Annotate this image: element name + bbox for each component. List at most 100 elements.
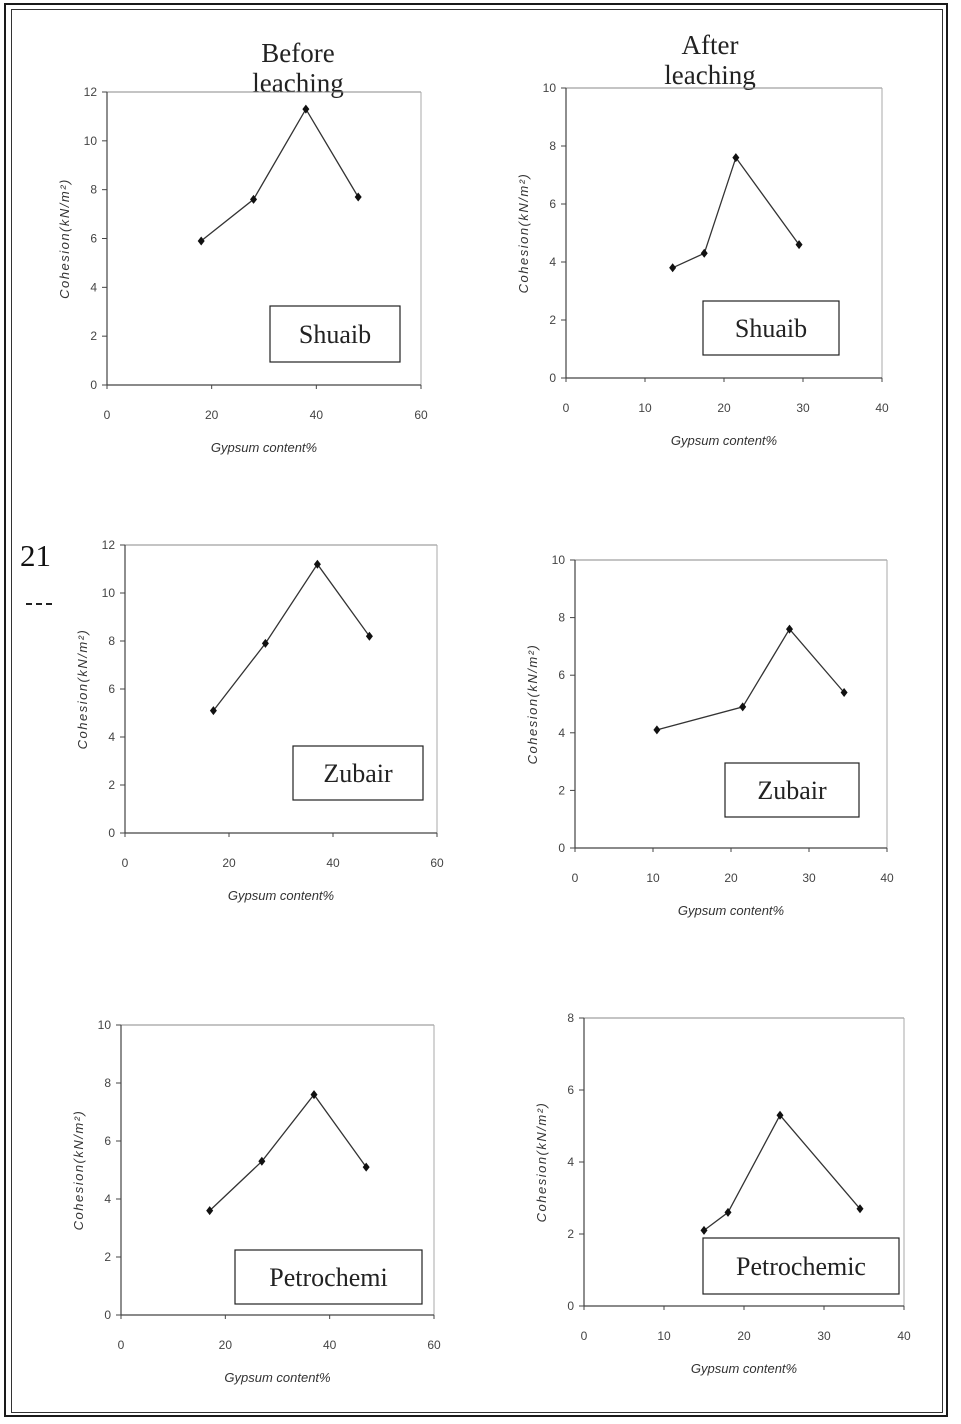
chart-1-y-tick-label: 8	[90, 183, 97, 197]
chart-6-y-tick-label: 6	[567, 1083, 574, 1097]
chart-1-data-point	[250, 194, 258, 204]
chart-2-x-tick-label: 20	[717, 401, 731, 415]
chart-6-site-label-box	[702, 1237, 900, 1295]
chart-1-x-tick-label: 60	[414, 408, 428, 422]
chart-1-y-tick-label: 0	[90, 378, 97, 392]
chart-3-y-tick-label: 12	[102, 538, 116, 552]
chart-5-data-point	[206, 1206, 214, 1216]
chart-5-x-axis-label: Gypsum content%	[224, 1370, 330, 1385]
chart-2-x-tick-label: 0	[563, 401, 570, 415]
chart-5-site-label-box	[234, 1249, 423, 1305]
chart-2-series-line	[672, 156, 800, 269]
chart-2-y-tick-label: 0	[549, 371, 556, 385]
chart-3-x-tick-label: 20	[222, 856, 236, 870]
chart-2-data-point	[795, 240, 803, 250]
chart-1-y-tick-label: 6	[90, 232, 97, 246]
chart-6-y-tick-label: 2	[567, 1227, 574, 1241]
chart-1-site-label-box	[269, 305, 401, 363]
chart-2-y-tick-label: 8	[549, 139, 556, 153]
chart-4-data-point	[653, 725, 661, 735]
chart-2-data-point	[732, 153, 740, 163]
chart-1-y-tick-label: 12	[84, 85, 98, 99]
chart-3-site-label: Zubair	[323, 759, 393, 788]
chart-4-y-tick-label: 8	[558, 611, 565, 625]
chart-1-site-label: Shuaib	[299, 320, 371, 349]
chart-2-y-tick-label: 6	[549, 197, 556, 211]
chart-5-y-axis-label: Cohesion(kN/m²)	[71, 1110, 86, 1231]
page-frame-outer	[4, 3, 948, 1417]
chart-5-data-point	[258, 1156, 266, 1166]
chart-2-x-tick-label: 10	[638, 401, 652, 415]
chart-4-data-point	[840, 687, 848, 697]
chart-6-data-point	[724, 1207, 732, 1217]
chart-4-data-point	[786, 624, 793, 634]
chart-4-site-label-box	[724, 762, 860, 818]
chart-3-x-tick-label: 40	[326, 856, 340, 870]
margin-dash	[26, 603, 52, 605]
chart-3-y-tick-label: 4	[108, 730, 115, 744]
chart-5-y-tick-label: 6	[104, 1134, 111, 1148]
chart-3-x-axis-label: Gypsum content%	[228, 888, 334, 903]
chart-3-y-tick-label: 8	[108, 634, 115, 648]
chart-3-y-axis-label: Cohesion(kN/m²)	[75, 629, 90, 750]
chart-5-x-tick-label: 40	[323, 1338, 337, 1352]
chart-5-site-label: Petrochemi	[269, 1263, 387, 1292]
header-before-leaching: Before leaching	[252, 38, 344, 98]
chart-3-site-label-box	[292, 745, 424, 801]
chart-6-x-axis-label: Gypsum content%	[691, 1361, 797, 1376]
chart-6-x-tick-label: 30	[817, 1329, 831, 1343]
chart-1-x-axis-label: Gypsum content%	[211, 440, 317, 455]
chart-4-y-tick-label: 6	[558, 668, 565, 682]
chart-3-data-point	[261, 638, 269, 648]
chart-4-y-axis-label: Cohesion(kN/m²)	[525, 644, 540, 765]
chart-3-y-tick-label: 2	[108, 778, 115, 792]
chart-4-x-axis-label: Gypsum content%	[678, 903, 784, 918]
chart-2-y-tick-label: 10	[543, 81, 557, 95]
chart-4-x-tick-label: 10	[646, 871, 660, 885]
chart-1-x-tick-label: 20	[205, 408, 219, 422]
chart-5-y-tick-label: 8	[104, 1076, 111, 1090]
margin-page-number: 21	[20, 538, 51, 573]
chart-5-data-point	[310, 1090, 318, 1100]
chart-2-x-tick-label: 30	[796, 401, 810, 415]
chart-4-y-tick-label: 2	[558, 783, 565, 797]
chart-5-y-tick-label: 0	[104, 1308, 111, 1322]
chart-2-x-axis-label: Gypsum content%	[671, 433, 777, 448]
chart-6-data-point	[700, 1225, 708, 1235]
chart-4-site-label: Zubair	[757, 776, 827, 805]
chart-3-data-point	[209, 706, 217, 716]
chart-2-y-tick-label: 4	[549, 255, 556, 269]
chart-2-site-label-box	[702, 300, 840, 356]
chart-3-series-line	[212, 563, 370, 711]
chart-2-y-axis-label: Cohesion(kN/m²)	[516, 173, 531, 294]
chart-4-data-point	[739, 702, 747, 712]
chart-1-data-point	[354, 192, 362, 202]
chart-1-x-tick-label: 40	[310, 408, 324, 422]
chart-4-x-tick-label: 0	[572, 871, 579, 885]
chart-1-y-tick-label: 10	[84, 134, 98, 148]
page-frame-inner	[11, 9, 943, 1413]
chart-5-data-point	[362, 1162, 370, 1172]
chart-1-series-line	[200, 107, 359, 242]
chart-6-data-point	[776, 1110, 784, 1120]
chart-4-series-line	[656, 627, 845, 731]
chart-4-x-tick-label: 20	[724, 871, 738, 885]
chart-1-y-tick-label: 4	[90, 280, 97, 294]
chart-3-data-point	[365, 631, 373, 641]
chart-3-y-tick-label: 0	[108, 826, 115, 840]
chart-3-data-point	[313, 559, 321, 569]
chart-2-data-point	[669, 263, 677, 273]
chart-6-y-tick-label: 4	[567, 1155, 574, 1169]
chart-2-data-point	[700, 248, 708, 258]
chart-6-site-label: Petrochemic	[736, 1252, 866, 1281]
chart-5-x-tick-label: 60	[427, 1338, 441, 1352]
chart-4-y-tick-label: 10	[552, 553, 566, 567]
chart-6-x-tick-label: 20	[737, 1329, 751, 1343]
header-after-leaching: After leaching	[664, 30, 756, 90]
chart-3-x-tick-label: 0	[122, 856, 129, 870]
chart-5-x-tick-label: 0	[118, 1338, 125, 1352]
chart-4-x-tick-label: 30	[802, 871, 816, 885]
chart-6-y-tick-label: 8	[567, 1011, 574, 1025]
chart-6-y-axis-label: Cohesion(kN/m²)	[534, 1102, 549, 1223]
